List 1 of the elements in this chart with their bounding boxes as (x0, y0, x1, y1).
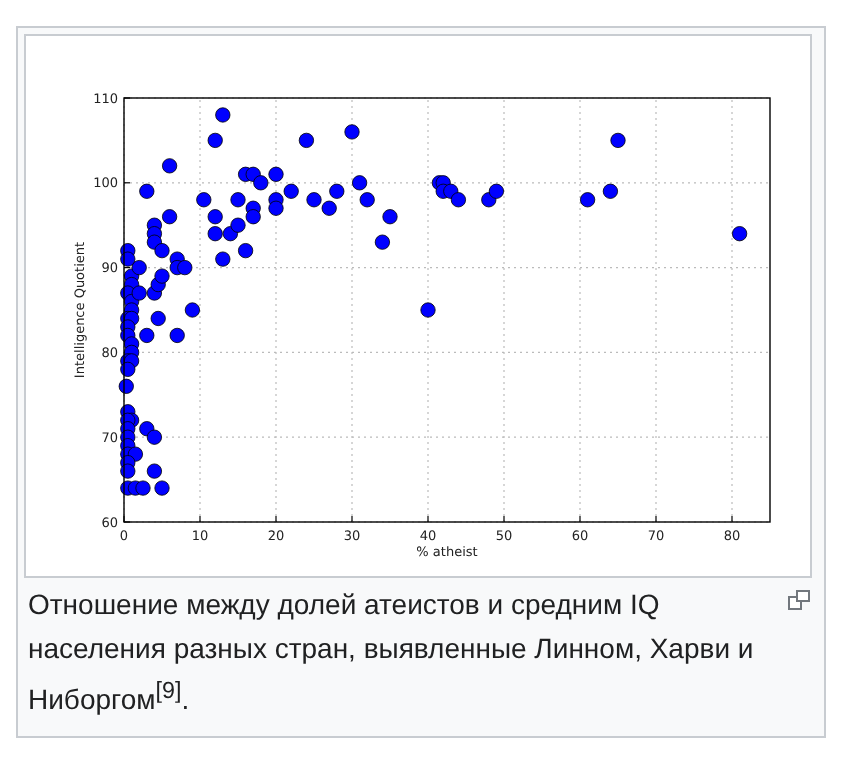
text: Отношение между долей атеистов и средним IQ населения разных стран, выявленные Линном, Харви и Ниборгом$^{[9]}$. (28, 586, 756, 720)
